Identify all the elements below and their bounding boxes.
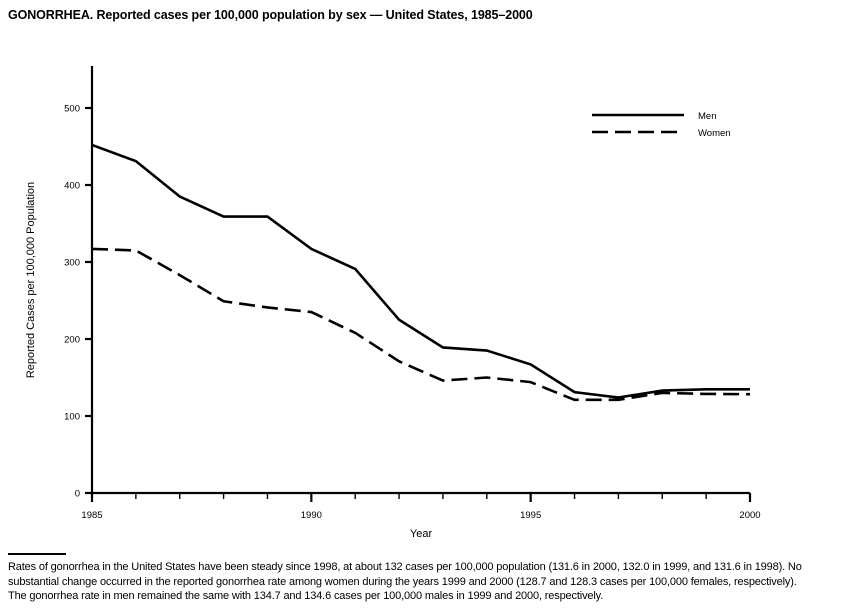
chart-legend: Men Women xyxy=(592,111,731,139)
series-line-men xyxy=(91,143,751,399)
series-line-women xyxy=(91,247,751,402)
x-axis-ticks: 1985 1990 1995 2000 xyxy=(81,493,761,521)
footnote-block: Rates of gonorrhea in the United States … xyxy=(8,553,848,604)
x-tick-label: 2000 xyxy=(739,510,760,521)
y-tick-label: 500 xyxy=(64,104,80,115)
footnote-line: substantial change occurred in the repor… xyxy=(8,575,797,588)
y-axis-title: Reported Cases per 100,000 Population xyxy=(25,182,37,378)
y-tick-label: 100 xyxy=(64,412,80,423)
line-chart-svg: 0 100 200 300 400 500 1985 1990 1995 2000 Report… xyxy=(25,66,761,540)
footnote-line: Rates of gonorrhea in the United States … xyxy=(8,561,802,573)
chart-axes xyxy=(90,66,750,495)
y-tick-label: 400 xyxy=(64,181,80,192)
x-tick-label: 1990 xyxy=(301,510,322,521)
y-tick-label: 0 xyxy=(75,489,80,500)
page-title: GONORRHEA. Reported cases per 100,000 po… xyxy=(8,8,533,22)
legend-label-men: Men xyxy=(698,111,716,122)
chart-series-layer xyxy=(91,143,751,402)
x-axis-title: Year xyxy=(410,528,433,540)
chart-figure: 0 100 200 300 400 500 1985 1990 1995 2000 Report… xyxy=(0,40,856,545)
legend-label-women: Women xyxy=(698,128,731,139)
y-axis-ticks: 0 100 200 300 400 500 xyxy=(64,104,92,500)
footnote-line: The gonorrhea rate in men remained the s… xyxy=(8,590,604,602)
y-tick-label: 300 xyxy=(64,258,80,269)
x-tick-label: 1985 xyxy=(81,510,102,521)
x-tick-label: 1995 xyxy=(520,510,541,521)
footnote-rule xyxy=(8,553,66,555)
y-tick-label: 200 xyxy=(64,335,80,346)
